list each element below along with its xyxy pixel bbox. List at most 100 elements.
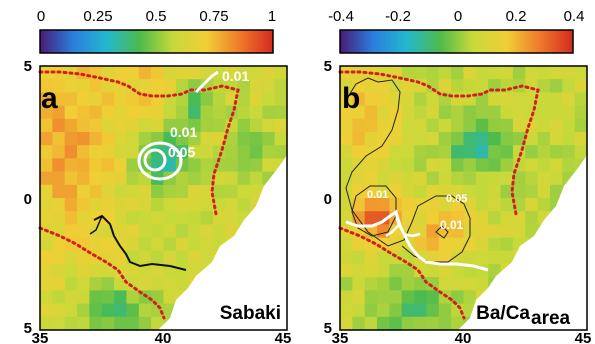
heatmap-cell [138,316,152,331]
heatmap-cell [138,118,152,133]
heatmap-cell [114,92,128,107]
heatmap-cell [426,237,440,252]
heatmap-cell [114,303,128,318]
heatmap-cell [101,316,115,331]
heatmap-cell [463,132,477,146]
heatmap-cell [500,66,514,80]
heatmap-cell [237,145,251,159]
heatmap-cell [249,145,263,159]
heatmap-cell [52,145,66,159]
heatmap-cell [101,211,115,225]
heatmap-cell [138,264,152,278]
heatmap-cell [52,277,66,291]
heatmap-cell [525,198,539,212]
heatmap-cell [200,92,214,107]
heatmap-cell [574,79,588,93]
heatmap-cell [364,290,378,305]
heatmap-cell [77,132,90,146]
heatmap-cell [138,79,152,93]
heatmap-cell [64,211,78,225]
heatmap-cell [352,290,366,305]
heatmap-cell [114,132,128,146]
heatmap-cell [401,316,415,331]
heatmap-cell [475,237,489,252]
no-data-region-a [158,155,287,330]
heatmap-cell [101,184,115,199]
colorbar-b-tick-4: 0.4 [564,8,585,25]
heatmap-cell [426,303,440,318]
heatmap-cell [89,92,103,107]
heatmap-cell [364,79,378,93]
heatmap-cell [101,171,115,186]
heatmap-cell [138,132,152,146]
heatmap-cell [188,171,202,186]
heatmap-cell [377,264,390,278]
heatmap-cell [401,105,415,120]
heatmap-cell [212,118,226,133]
heatmap-cell [138,303,152,318]
heatmap-cell [114,198,128,212]
heatmap-cell [151,105,165,120]
heatmap-cell [151,79,165,93]
heatmap-cell [274,79,288,93]
heatmap-cell [175,211,189,225]
heatmap-cell [340,290,353,305]
country-border-a-1 [38,70,240,216]
heatmap-cell [200,211,214,225]
heatmap-cell [163,237,177,252]
heatmap-cell [574,118,588,133]
heatmap-cell [114,250,128,265]
heatmap-cell [426,316,440,331]
heatmap-cell [52,132,66,146]
y-tick-b-bot: 5 [324,320,332,337]
heatmap-cell [163,79,177,93]
heatmap-cell [101,132,115,146]
heatmap-cell [101,198,115,212]
y-tick-a-bot: 5 [24,320,32,337]
heatmap-cell [151,250,165,265]
heatmap-cell [163,105,177,120]
heatmap-cell [438,132,452,146]
heatmap-cell [488,132,502,146]
heatmap-cell [549,145,563,159]
heatmap-cell [237,184,251,199]
river-a-branch [89,215,103,235]
heatmap-cell [40,211,53,225]
heatmap-cell [537,66,551,80]
heatmap-cell [475,171,489,186]
heatmap-cell [188,118,202,133]
heatmap-cell [463,105,477,120]
river-a [93,214,187,271]
heatmap-cell [488,145,502,159]
heatmap-cell [212,158,226,173]
heatmap-cell [426,158,440,173]
heatmap-cell [64,105,78,120]
heatmap-cell [463,158,477,173]
heatmap-cell [126,92,140,107]
heatmap-cell [188,132,202,146]
heatmap-cell [377,316,390,331]
heatmap-cell [364,303,378,318]
panel-label-b: b [342,82,360,115]
corner-label-a: Sabaki [220,303,281,324]
heatmap-cell [401,290,415,305]
heatmap-cell [89,132,103,146]
heatmap-cell [537,198,551,212]
heatmap-cell [488,158,502,173]
heatmap-cell [200,198,214,212]
heatmap-cell [426,184,440,199]
heatmap-cell [77,250,90,265]
heatmap-cell [549,184,563,199]
heatmap-cell [175,92,189,107]
heatmap-cell [451,211,465,225]
heatmap-cell [438,79,452,93]
x-tick-a-35: 35 [32,330,49,344]
heatmap-cell [401,158,415,173]
heatmap-cell [40,118,53,133]
heatmap-cell [414,290,428,305]
heatmap-cell [426,264,440,278]
contour-b-inner-east [435,225,449,239]
heatmap-cell [438,66,452,80]
heatmap-cell [537,171,551,186]
colorbar-b-bar [339,29,574,54]
